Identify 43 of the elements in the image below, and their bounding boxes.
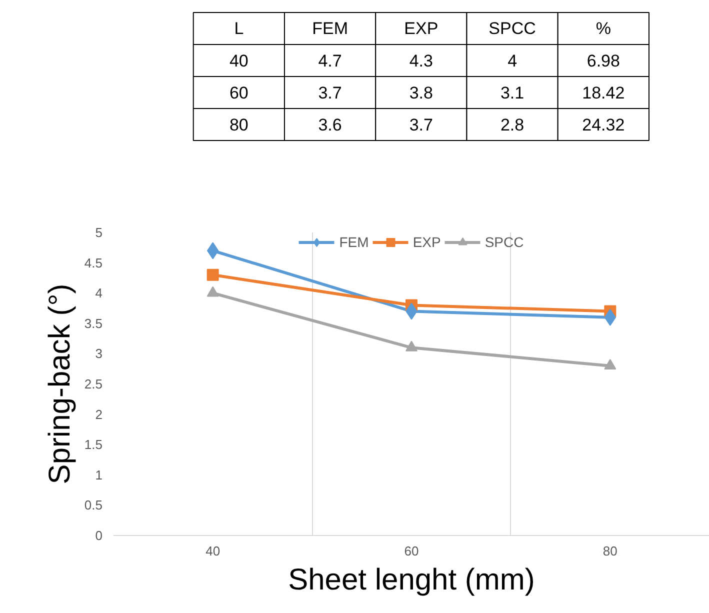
text: 6.98 — [586, 52, 620, 70]
y-tick-label: 3.5 — [84, 316, 103, 331]
x-axis-title: Sheet lenght (mm) — [288, 564, 535, 596]
y-tick-label: 2 — [95, 406, 103, 422]
y-tick-label: 5 — [95, 225, 103, 240]
x-tick-label: 60 — [404, 544, 419, 558]
text: 40 — [229, 52, 248, 70]
text: FEM — [312, 19, 348, 38]
text: 3.6 — [318, 116, 342, 134]
text: 60 — [229, 84, 248, 102]
point — [206, 268, 219, 281]
text: 2.8 — [500, 116, 524, 134]
text: 3.7 — [409, 116, 433, 134]
y-tick-label: 4 — [95, 286, 103, 301]
y-tick-label: 2.5 — [84, 376, 103, 392]
x-tick-label: 80 — [602, 544, 618, 558]
text: 3.8 — [409, 84, 433, 102]
point — [206, 286, 219, 297]
y-tick-label: 0 — [95, 528, 103, 543]
y-tick-label: 4.5 — [84, 255, 103, 270]
y-tick-label: 1 — [95, 467, 103, 482]
text: 24.32 — [582, 116, 625, 134]
point — [406, 340, 418, 352]
text: 80 — [229, 116, 248, 134]
text: SPCC — [488, 19, 536, 38]
text: 4.7 — [318, 52, 342, 70]
text: 4 — [508, 52, 518, 70]
y-tick-label: 0.5 — [84, 498, 103, 513]
text: % — [596, 19, 611, 38]
text: L — [234, 19, 244, 38]
text: 3.7 — [318, 84, 342, 102]
y-tick-label: 1.5 — [84, 437, 103, 452]
text: 3.1 — [500, 84, 524, 102]
y-tick-label: 3 — [95, 346, 103, 362]
legend-label: FEM — [339, 234, 369, 250]
text: 18.42 — [582, 84, 625, 102]
legend-label: SPCC — [484, 234, 524, 250]
point — [604, 358, 616, 370]
text: 4.3 — [409, 52, 433, 70]
legend-label: EXP — [412, 234, 441, 250]
x-tick-label: 40 — [206, 544, 220, 558]
text: EXP — [404, 19, 438, 38]
y-axis-title: Spring-back (°) — [43, 284, 76, 484]
